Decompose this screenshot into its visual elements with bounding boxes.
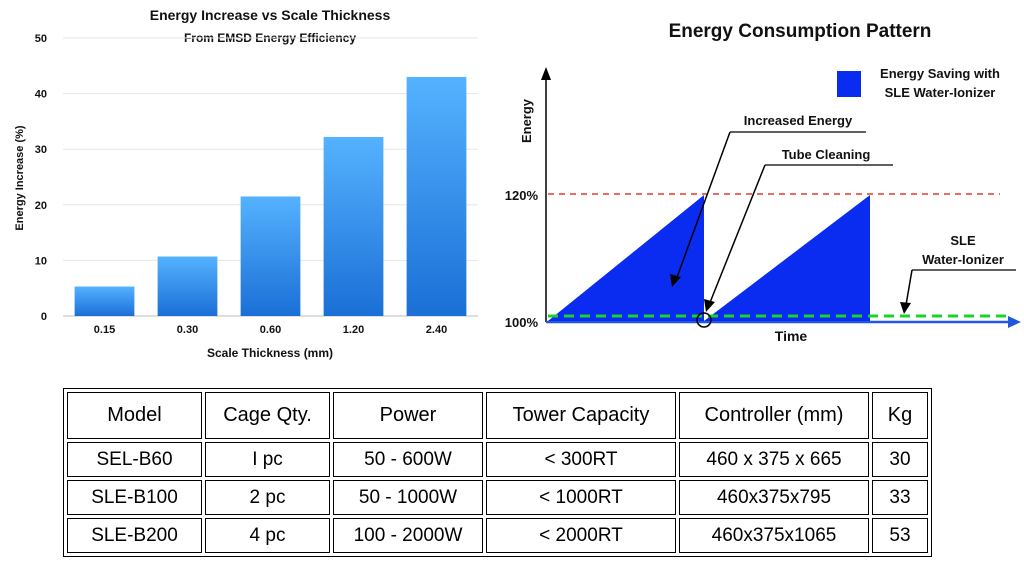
increased-energy-pointer — [675, 131, 731, 281]
legend-label-line-2: SLE Water-Ionizer — [885, 85, 996, 100]
table-row: SLE-B100 2 pc 50 - 1000W < 1000RT 460x37… — [67, 480, 928, 515]
spec-table: Model Cage Qty. Power Tower Capacity Con… — [63, 388, 932, 557]
tube-cleaning-marker-circle — [696, 312, 712, 328]
bar-chart-x-tick-label: 1.20 — [343, 324, 364, 336]
energy-y-axis-label: Energy — [519, 98, 534, 143]
table-header-row: Model Cage Qty. Power Tower Capacity Con… — [67, 392, 928, 439]
cell-power: 50 - 600W — [333, 442, 483, 477]
tube-cleaning-pointer — [708, 164, 766, 306]
cell-kg: 33 — [872, 480, 928, 515]
cell-controller: 460x375x795 — [679, 480, 869, 515]
cell-model: SLE-B200 — [67, 518, 202, 553]
cell-kg: 53 — [872, 518, 928, 553]
bar-0.15 — [74, 286, 135, 316]
bar-chart-y-axis-label: Energy Increase (%) — [14, 125, 26, 230]
sle-arrowhead — [900, 302, 911, 314]
bar-0.60 — [240, 196, 301, 316]
table-row: SEL-B60 I pc 50 - 600W < 300RT 460 x 375… — [67, 442, 928, 477]
energy-sawtooth-area-1 — [548, 195, 704, 321]
bar-chart-y-tick-label: 30 — [35, 144, 47, 156]
bar-2.40 — [406, 76, 467, 316]
bar-chart-y-tick-label: 40 — [35, 89, 47, 101]
header-cage-qty: Cage Qty. — [205, 392, 330, 439]
cell-cage-qty: 2 pc — [205, 480, 330, 515]
energy-diagram-title: Energy Consumption Pattern — [669, 21, 932, 42]
header-kg: Kg — [872, 392, 928, 439]
annotation-sle-line-2: Water-Ionizer — [922, 252, 1004, 267]
header-power: Power — [333, 392, 483, 439]
energy-sawtooth-area-2 — [704, 195, 870, 321]
table-row: SLE-B200 4 pc 100 - 2000W < 2000RT 460x3… — [67, 518, 928, 553]
energy-y-tick-100: 100% — [505, 315, 539, 330]
cell-tower-capacity: < 2000RT — [486, 518, 676, 553]
bar-chart-y-ticks: 0 10 20 30 40 50 — [35, 33, 47, 323]
bar-0.30 — [157, 256, 218, 316]
energy-y-tick-120: 120% — [505, 188, 539, 203]
bar-chart-x-tick-label: 0.30 — [177, 324, 198, 336]
bar-chart-bars — [74, 76, 467, 316]
annotation-sle-line-1: SLE — [950, 233, 976, 248]
bar-chart-y-tick-label: 50 — [35, 33, 47, 45]
cell-power: 100 - 2000W — [333, 518, 483, 553]
header-model: Model — [67, 392, 202, 439]
bar-chart-x-axis-label: Scale Thickness (mm) — [207, 346, 333, 360]
cell-cage-qty: 4 pc — [205, 518, 330, 553]
cell-kg: 30 — [872, 442, 928, 477]
annotation-increased-energy: Increased Energy — [744, 113, 853, 128]
bar-chart-y-tick-label: 10 — [35, 255, 47, 267]
cell-cage-qty: I pc — [205, 442, 330, 477]
bar-chart: Energy Increase vs Scale Thickness From … — [14, 7, 478, 360]
energy-x-axis-arrowhead — [1008, 316, 1021, 328]
cell-controller: 460 x 375 x 665 — [679, 442, 869, 477]
bar-chart-y-tick-label: 20 — [35, 200, 47, 212]
increased-energy-arrowhead — [670, 274, 681, 287]
annotation-tube-cleaning: Tube Cleaning — [782, 147, 871, 162]
energy-y-axis-arrowhead — [541, 67, 551, 80]
header-controller: Controller (mm) — [679, 392, 869, 439]
cell-tower-capacity: < 300RT — [486, 442, 676, 477]
sle-pointer — [905, 269, 913, 306]
cell-power: 50 - 1000W — [333, 480, 483, 515]
bar-chart-x-tick-label: 0.15 — [94, 324, 115, 336]
legend-label-line-1: Energy Saving with — [880, 66, 1000, 81]
bar-chart-x-tick-label: 0.60 — [260, 324, 281, 336]
legend-swatch — [837, 71, 861, 97]
cell-controller: 460x375x1065 — [679, 518, 869, 553]
bar-1.20 — [323, 136, 384, 316]
bar-chart-y-tick-label: 0 — [41, 311, 47, 323]
cell-tower-capacity: < 1000RT — [486, 480, 676, 515]
header-tower-capacity: Tower Capacity — [486, 392, 676, 439]
tube-cleaning-arrowhead — [704, 299, 715, 312]
bar-chart-x-tick-label: 2.40 — [426, 324, 447, 336]
energy-consumption-diagram: Energy Consumption Pattern Energy Time 1… — [505, 21, 1021, 344]
energy-x-axis-label: Time — [775, 328, 808, 344]
cell-model: SLE-B100 — [67, 480, 202, 515]
cell-model: SEL-B60 — [67, 442, 202, 477]
bar-chart-x-ticks: 0.15 0.30 0.60 1.20 2.40 — [94, 324, 447, 336]
bar-chart-title: Energy Increase vs Scale Thickness — [150, 7, 391, 23]
